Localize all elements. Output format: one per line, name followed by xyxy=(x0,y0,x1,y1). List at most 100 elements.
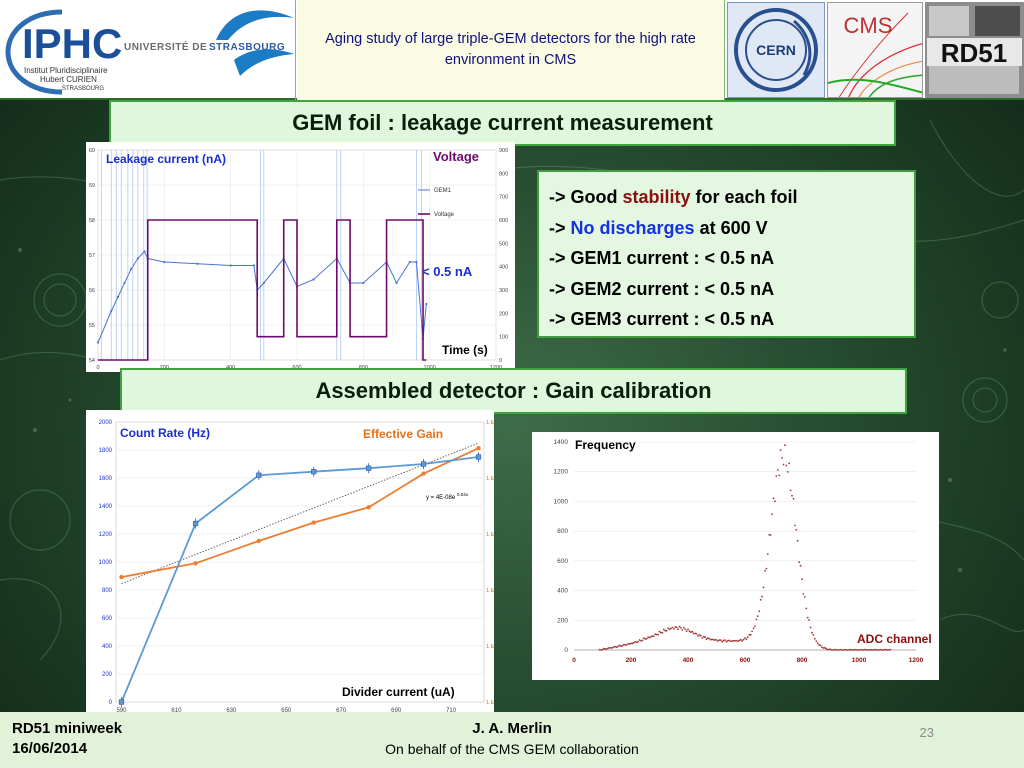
y-tick-label: 600 xyxy=(102,616,113,622)
spectrum-point xyxy=(852,649,855,651)
y-tick-label: 400 xyxy=(102,644,113,650)
y-right-tick-label: 900 xyxy=(499,148,508,154)
summary-text: at 600 V xyxy=(694,217,768,238)
spectrum-point xyxy=(819,644,822,647)
spectrum-point xyxy=(861,649,863,651)
y-tick-label: 1800 xyxy=(99,448,113,454)
spectrum-point xyxy=(709,638,712,641)
spectrum-point xyxy=(662,628,665,631)
spectrum-point xyxy=(859,648,862,651)
spectrum-point xyxy=(768,534,771,536)
spectrum-point xyxy=(734,640,736,642)
section-banner-gain: Assembled detector : Gain calibration xyxy=(120,368,907,414)
spectrum-point xyxy=(631,642,634,645)
count-rate-point xyxy=(256,472,262,478)
spectrum-point xyxy=(729,640,732,643)
spectrum-point xyxy=(721,640,724,643)
spectrum-point xyxy=(829,648,832,651)
spectrum-point xyxy=(664,629,667,632)
slide-footer: RD51 miniweek 16/06/2014 J. A. Merlin On… xyxy=(0,712,1024,768)
count-rate-point xyxy=(366,465,372,471)
spectrum-point xyxy=(665,629,668,632)
spectrum-point xyxy=(771,513,773,516)
spectrum-point xyxy=(821,646,823,648)
spectrum-point xyxy=(872,649,875,651)
effective-gain-point xyxy=(311,520,316,525)
effective-gain-point xyxy=(366,505,371,510)
legend-voltage-label: Voltage xyxy=(434,212,455,218)
spectrum-point xyxy=(732,640,735,642)
spectrum-point xyxy=(735,639,738,642)
spectrum-point xyxy=(678,625,681,628)
y-tick-label: 55 xyxy=(89,323,95,329)
spectrum-point xyxy=(628,642,631,645)
spectrum-point xyxy=(764,569,766,572)
spectrum-point xyxy=(652,635,655,637)
spectrum-point xyxy=(762,586,765,589)
x-tick-label: 590 xyxy=(116,708,127,712)
spectrum-point xyxy=(632,641,635,644)
summary-line: -> GEM3 current : < 0.5 nA xyxy=(549,304,914,335)
spectrum-point xyxy=(607,647,610,649)
effective-gain-point xyxy=(119,574,124,580)
spectrum-point xyxy=(605,648,608,650)
x-tick-label: 630 xyxy=(226,708,237,712)
cms-logo: CMS xyxy=(827,2,923,98)
spectrum-point xyxy=(875,648,877,651)
spectrum-point xyxy=(648,636,651,639)
summary-text: -> GEM1 current : < 0.5 nA xyxy=(549,248,775,268)
iphc-logo: IPHC Institut Pluridisciplinaire Hubert … xyxy=(0,0,296,100)
spectrum-point xyxy=(640,640,642,642)
spectrum-point xyxy=(856,649,859,651)
spectrum-point xyxy=(637,640,639,643)
spectrum-point xyxy=(638,639,641,641)
summary-line: -> Good stability for each foil xyxy=(549,182,914,213)
spectrum-point xyxy=(624,644,627,646)
adc-spectrum-chart: 0 200 400 600 800 1000 1200 1400 0 200 400 600 800 10… xyxy=(532,432,939,680)
spectrum-point xyxy=(752,627,755,630)
cern-logo: CERN xyxy=(727,2,825,98)
spectrum-point xyxy=(758,610,761,613)
spectrum-point xyxy=(604,648,607,650)
spectrum-point xyxy=(731,640,734,642)
spectrum-point xyxy=(615,646,618,649)
y-tick-label: 600 xyxy=(557,558,568,565)
y-tick-label: 200 xyxy=(557,617,568,624)
spectrum-point xyxy=(630,642,632,645)
gem1-data-point xyxy=(143,250,146,253)
spectrum-point xyxy=(809,626,812,629)
effective-gain-point xyxy=(256,538,262,544)
gem1-data-point xyxy=(163,260,166,264)
spectrum-point xyxy=(748,633,751,636)
spectrum-point xyxy=(671,626,674,629)
fit-exponent: 0.04x xyxy=(457,492,469,497)
spectrum-point xyxy=(759,598,762,601)
spectrum-point xyxy=(635,641,638,644)
x-tick-label: 650 xyxy=(281,708,292,712)
spectrum-point xyxy=(658,630,661,633)
spectrum-point xyxy=(697,635,699,637)
summary-text: -> GEM3 current : < 0.5 nA xyxy=(549,309,775,329)
spectrum-point xyxy=(782,463,785,466)
spectrum-point xyxy=(789,489,792,492)
y-right-tick-label: 500 xyxy=(499,241,508,247)
cms-wordmark: CMS xyxy=(844,13,893,38)
gem1-data-point xyxy=(395,281,398,285)
spectrum-point xyxy=(692,632,695,635)
y-tick-label: 54 xyxy=(89,358,95,364)
spectrum-point xyxy=(618,644,621,647)
gem1-data-point xyxy=(116,295,119,299)
gem1-data-point xyxy=(123,281,126,285)
spectrum-point xyxy=(641,639,644,642)
spectrum-point xyxy=(699,634,702,637)
y-tick-label: 800 xyxy=(557,528,568,535)
y-tick-label: 1000 xyxy=(554,498,569,505)
spectrum-point xyxy=(855,648,857,651)
gem1-data-point xyxy=(130,267,133,271)
spectrum-point xyxy=(722,639,725,642)
spectrum-point xyxy=(744,637,746,639)
rd51-logo: RD51 xyxy=(925,2,1024,98)
x-tick-label: 0 xyxy=(572,657,576,664)
spectrum-point xyxy=(698,634,701,636)
spectrum-point xyxy=(823,646,826,649)
